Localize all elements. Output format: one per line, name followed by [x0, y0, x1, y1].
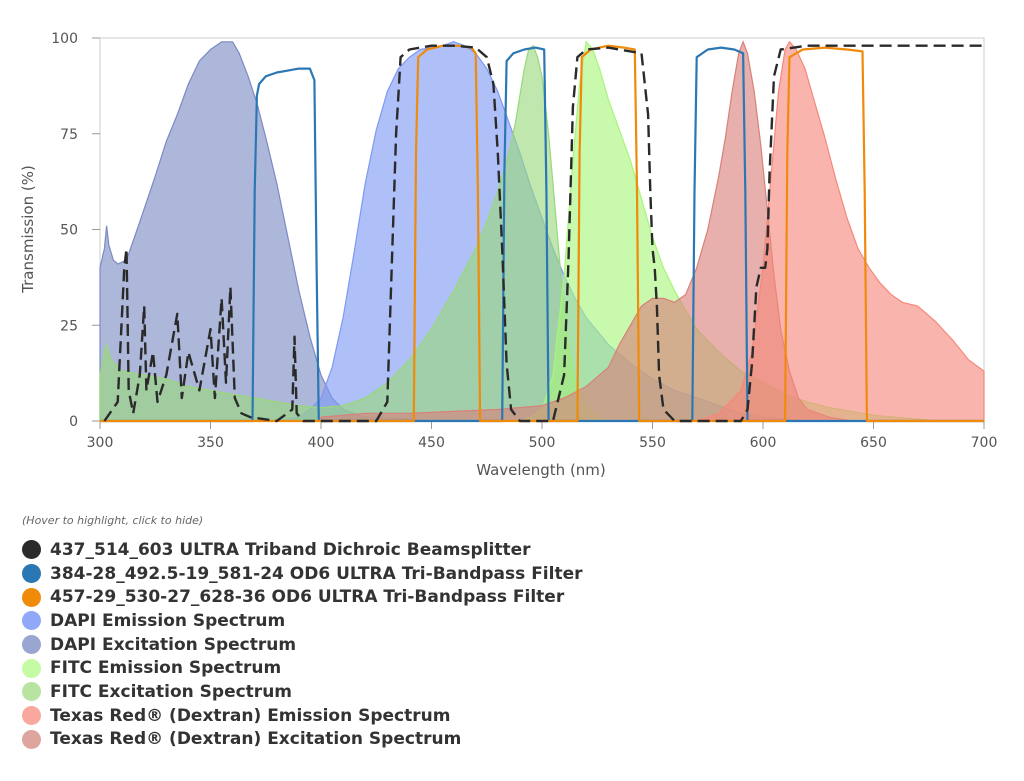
legend-swatch-icon: [22, 540, 41, 560]
x-tick-label: 550: [639, 435, 666, 451]
legend-hint: (Hover to highlight, click to hide): [22, 514, 204, 527]
legend-item[interactable]: 437_514_603 ULTRA Triband Dichroic Beams…: [22, 538, 583, 562]
legend-swatch-icon: [22, 564, 41, 584]
x-tick-label: 300: [87, 435, 114, 451]
legend-swatch-icon: [22, 635, 41, 655]
y-tick-label: 50: [60, 223, 78, 239]
transmission-chart: 0 25 50 75 100 300 350 400 450 500 550 600 650 700 Wa…: [19, 31, 998, 479]
legend-item[interactable]: DAPI Emission Spectrum: [22, 609, 583, 633]
legend-label: 437_514_603 ULTRA Triband Dichroic Beams…: [50, 539, 531, 560]
y-axis-title: Transmission (%): [19, 165, 37, 294]
series-5-area[interactable]: [696, 40, 985, 422]
legend-label: Texas Red® (Dextran) Emission Spectrum: [50, 705, 451, 726]
x-tick-label: 700: [971, 435, 998, 451]
x-tick-label: 400: [308, 435, 335, 451]
legend-swatch-icon: [22, 706, 41, 726]
legend-item[interactable]: 384-28_492.5-19_581-24 OD6 ULTRA Tri-Ban…: [22, 562, 583, 586]
legend-label: 457-29_530-27_628-36 OD6 ULTRA Tri-Bandp…: [50, 587, 565, 608]
legend-item[interactable]: Texas Red® (Dextran) Emission Spectrum: [22, 704, 583, 728]
legend-label: DAPI Excitation Spectrum: [50, 634, 297, 655]
legend-swatch-icon: [22, 729, 41, 749]
x-tick-label: 600: [750, 435, 777, 451]
y-tick-label: 75: [60, 127, 78, 143]
x-tick-label: 350: [197, 435, 224, 451]
legend-swatch-icon: [22, 682, 41, 702]
legend-label: Texas Red® (Dextran) Excitation Spectrum: [50, 729, 462, 750]
legend-label: FITC Excitation Spectrum: [50, 681, 293, 702]
legend: 437_514_603 ULTRA Triband Dichroic Beams…: [22, 538, 583, 751]
x-tick-label: 650: [860, 435, 887, 451]
legend-label: DAPI Emission Spectrum: [50, 610, 286, 631]
legend-item[interactable]: 457-29_530-27_628-36 OD6 ULTRA Tri-Bandp…: [22, 585, 583, 609]
legend-swatch-icon: [22, 658, 41, 678]
legend-label: 384-28_492.5-19_581-24 OD6 ULTRA Tri-Ban…: [50, 563, 583, 584]
legend-swatch-icon: [22, 611, 41, 631]
legend-swatch-icon: [22, 587, 41, 607]
legend-label: FITC Emission Spectrum: [50, 658, 282, 679]
legend-item[interactable]: FITC Excitation Spectrum: [22, 680, 583, 704]
legend-item[interactable]: FITC Emission Spectrum: [22, 656, 583, 680]
y-tick-label: 25: [60, 318, 78, 334]
legend-item[interactable]: Texas Red® (Dextran) Excitation Spectrum: [22, 728, 583, 752]
legend-item[interactable]: DAPI Excitation Spectrum: [22, 633, 583, 657]
x-tick-label: 450: [418, 435, 445, 451]
x-tick-label: 500: [529, 435, 556, 451]
y-tick-label: 0: [69, 414, 78, 430]
x-axis-title: Wavelength (nm): [476, 461, 606, 479]
y-tick-label: 100: [51, 31, 78, 47]
series-2-area[interactable]: [99, 44, 609, 422]
series-6-line[interactable]: [100, 46, 984, 423]
